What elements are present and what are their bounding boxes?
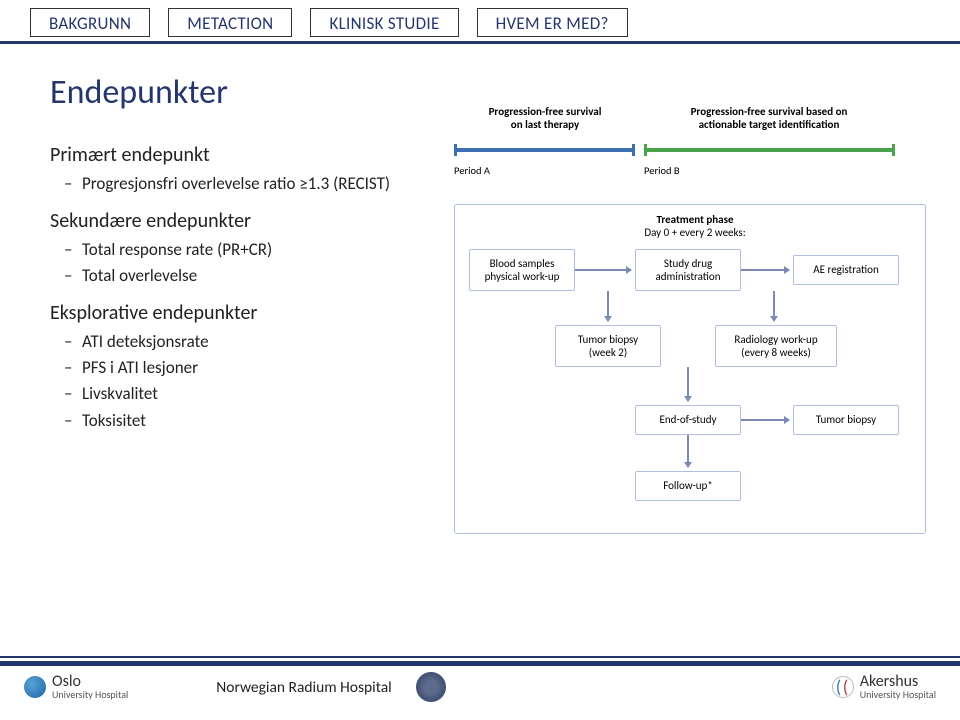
- tab-bar: BAKGRUNN METACTION KLINISK STUDIE HVEM E…: [0, 0, 960, 37]
- line-a: [454, 148, 634, 152]
- period-b: Period B: [644, 164, 680, 177]
- box-blood: Blood samplesphysical work-up: [469, 249, 575, 291]
- list-item: Toksisitet: [82, 410, 430, 432]
- logo-akershus: AkershusUniversity Hospital: [832, 674, 936, 700]
- box-biopsy1: Tumor biopsy(week 2): [555, 325, 661, 367]
- arrow: [741, 269, 789, 271]
- secondary-heading: Sekundære endepunkter: [50, 209, 430, 233]
- line-b: [644, 148, 894, 152]
- arrow: [575, 269, 631, 271]
- list-item: ATI deteksjonsrate: [82, 331, 430, 353]
- seal-icon: [416, 672, 446, 702]
- primary-list: Progresjonsfri overlevelse ratio ≥1.3 (R…: [50, 173, 430, 195]
- treatment-title-2: Day 0 + every 2 weeks:: [644, 226, 745, 239]
- primary-heading: Primært endepunkt: [50, 143, 430, 167]
- list-item: Total overlevelse: [82, 265, 430, 287]
- arrow: [687, 367, 689, 401]
- list-item: Total response rate (PR+CR): [82, 239, 430, 261]
- secondary-list: Total response rate (PR+CR) Total overle…: [50, 239, 430, 287]
- tab-hvem[interactable]: HVEM ER MED?: [477, 8, 628, 37]
- arrow: [741, 419, 789, 421]
- left-column: Endepunkter Primært endepunkt Progresjon…: [50, 72, 430, 534]
- tab-bakgrunn[interactable]: BAKGRUNN: [30, 8, 150, 37]
- timeline-label-a: Progression-free survivalon last therapy: [470, 106, 620, 131]
- main-content: Endepunkter Primært endepunkt Progresjon…: [0, 44, 960, 544]
- treatment-title: Treatment phase Day 0 + every 2 weeks:: [630, 213, 760, 239]
- timeline-figure: Progression-free survivalon last therapy…: [444, 106, 926, 186]
- oslo-sub: University Hospital: [52, 690, 128, 700]
- arrow: [607, 291, 609, 321]
- treatment-title-1: Treatment phase: [656, 213, 733, 226]
- tab-klinisk[interactable]: KLINISK STUDIE: [310, 8, 458, 37]
- box-radio: Radiology work-up(every 8 weeks): [715, 325, 837, 367]
- cap: [632, 144, 635, 156]
- radium-label: Norwegian Radium Hospital: [216, 678, 391, 697]
- akershus-icon: [832, 676, 854, 698]
- right-column: Progression-free survivalon last therapy…: [444, 72, 926, 534]
- box-eos: End-of-study: [635, 405, 741, 435]
- cap: [892, 144, 895, 156]
- box-biopsy2: Tumor biopsy: [793, 405, 899, 435]
- arrow: [773, 291, 775, 321]
- logo-oslo: OsloUniversity Hospital: [24, 674, 128, 700]
- oslo-icon: [24, 676, 46, 698]
- arrow: [687, 435, 689, 467]
- aker-sub: University Hospital: [860, 690, 936, 700]
- box-followup: Follow-up*: [635, 471, 741, 501]
- list-item: Progresjonsfri overlevelse ratio ≥1.3 (R…: [82, 173, 430, 195]
- flowchart: Treatment phase Day 0 + every 2 weeks: B…: [454, 204, 926, 534]
- list-item: PFS i ATI lesjoner: [82, 357, 430, 379]
- timeline-label-b: Progression-free survival based onaction…: [664, 106, 874, 131]
- footer: OsloUniversity Hospital Norwegian Radium…: [0, 656, 960, 720]
- list-item: Livskvalitet: [82, 383, 430, 405]
- exploratory-list: ATI deteksjonsrate PFS i ATI lesjoner Li…: [50, 331, 430, 431]
- footer-row: OsloUniversity Hospital Norwegian Radium…: [0, 666, 960, 702]
- tab-metaction[interactable]: METACTION: [168, 8, 292, 37]
- page-title: Endepunkter: [50, 72, 430, 113]
- footer-rule-thin: [0, 656, 960, 658]
- box-ae: AE registration: [793, 255, 899, 285]
- period-a: Period A: [454, 164, 490, 177]
- box-drug: Study drugadministration: [635, 249, 741, 291]
- exploratory-heading: Eksplorative endepunkter: [50, 301, 430, 325]
